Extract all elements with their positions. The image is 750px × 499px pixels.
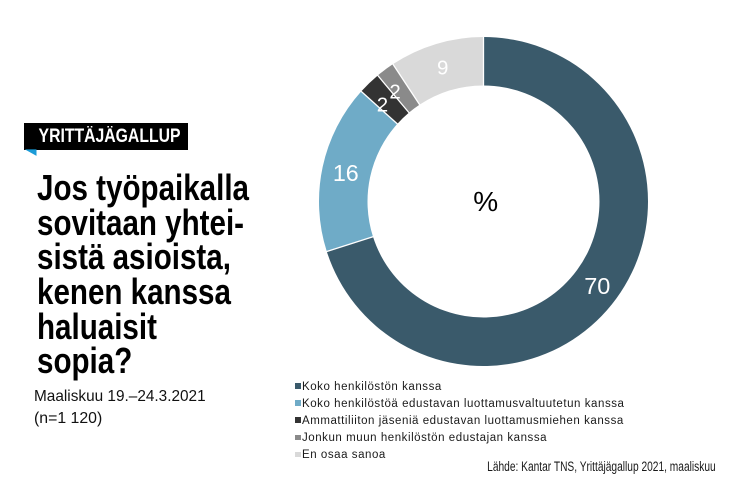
svg-text:9: 9 [437, 57, 448, 80]
svg-text:70: 70 [584, 273, 610, 299]
svg-text:2: 2 [389, 81, 400, 104]
svg-text:16: 16 [333, 160, 359, 186]
svg-text:2: 2 [377, 93, 388, 116]
svg-text:%: % [473, 186, 498, 217]
